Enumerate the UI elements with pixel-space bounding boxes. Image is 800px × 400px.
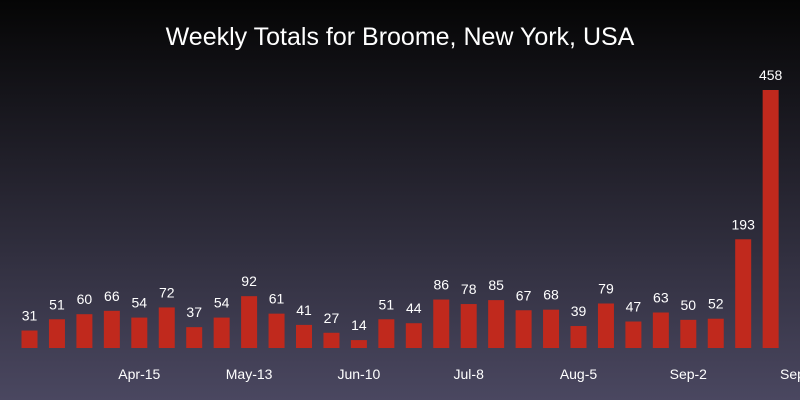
bar-value-label: 79 — [598, 281, 614, 297]
bar-value-label: 52 — [708, 296, 724, 312]
bar-value-label: 458 — [759, 67, 783, 83]
x-axis-tick-labels: Apr-15 May-13 Jun-10 Jul-8 Aug-5 Sep-2 Sep — [118, 366, 800, 382]
bar-value-label: 31 — [22, 308, 38, 324]
bar — [158, 307, 175, 348]
bar — [323, 332, 340, 348]
bar-value-label: 54 — [214, 295, 230, 311]
x-tick-label: Apr-15 — [118, 366, 160, 382]
bar-value-label: 92 — [241, 273, 257, 289]
bar — [131, 317, 148, 348]
bar — [707, 318, 724, 348]
bar-value-label: 27 — [324, 310, 340, 326]
bar-value-label: 68 — [543, 287, 559, 303]
x-tick-label: Sep — [780, 366, 800, 382]
bar-value-label: 60 — [77, 291, 93, 307]
bar-value-label: 14 — [351, 317, 367, 333]
bar-value-label: 51 — [49, 296, 65, 312]
x-tick-label: Aug-5 — [560, 366, 598, 382]
bar — [103, 310, 120, 348]
bar-value-label: 63 — [653, 290, 669, 306]
bar — [762, 90, 779, 348]
x-tick-label: Jun-10 — [337, 366, 380, 382]
bar-value-label: 54 — [132, 295, 148, 311]
bar-value-label: 78 — [461, 281, 477, 297]
bar-value-label: 44 — [406, 300, 422, 316]
bar-value-label: 86 — [433, 277, 449, 293]
bar — [405, 323, 422, 348]
bar-series — [21, 90, 779, 348]
bar — [460, 304, 477, 348]
bar — [213, 317, 230, 348]
bar — [378, 319, 395, 348]
bar-value-label: 72 — [159, 284, 175, 300]
bar — [350, 340, 367, 348]
bar — [543, 309, 560, 348]
bar-value-label: 85 — [488, 277, 504, 293]
bar — [268, 313, 285, 348]
bar — [735, 239, 752, 348]
bar-value-label: 41 — [296, 302, 312, 318]
bar-value-label: 51 — [379, 296, 395, 312]
bar-value-label: 50 — [681, 297, 697, 313]
bar-value-label: 67 — [516, 287, 532, 303]
bar — [48, 319, 65, 348]
bar — [76, 314, 93, 348]
bar-value-label: 193 — [732, 216, 756, 232]
chart-title: Weekly Totals for Broome, New York, USA — [166, 23, 635, 51]
x-tick-label: Jul-8 — [454, 366, 485, 382]
bar — [241, 296, 258, 348]
bar-value-label: 39 — [571, 303, 587, 319]
bar — [21, 330, 38, 348]
bar — [488, 300, 505, 348]
x-tick-label: Sep-2 — [670, 366, 708, 382]
bar-value-label: 47 — [626, 299, 642, 315]
bar — [186, 327, 203, 348]
bar — [433, 299, 450, 348]
bar — [625, 321, 642, 348]
bar — [296, 324, 312, 348]
bar-value-label: 66 — [104, 288, 120, 304]
bar — [680, 319, 697, 348]
bar — [597, 303, 614, 348]
bar — [652, 312, 669, 348]
bar-value-label: 61 — [269, 291, 285, 307]
bar — [515, 310, 532, 348]
bar-value-label: 37 — [186, 304, 202, 320]
x-tick-label: May-13 — [226, 366, 273, 382]
bar — [570, 326, 587, 348]
value-labels: 31 51 60 66 54 72 37 54 92 61 41 27 14 51 44 86 78 85 67 68… — [22, 67, 783, 333]
